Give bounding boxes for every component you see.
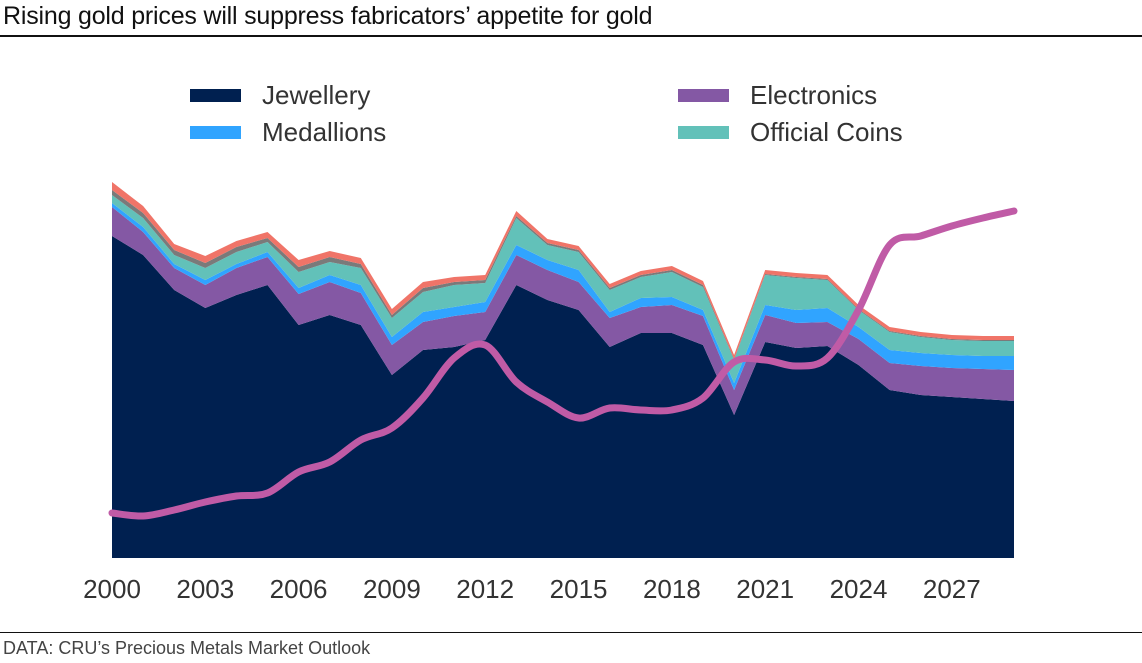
legend-item-electronics: Electronics [678,80,877,111]
x-tick-label: 2018 [643,574,701,604]
footer-divider [0,632,1142,633]
price-line-layer [108,207,1018,520]
chart-title: Rising gold prices will suppress fabrica… [3,2,653,30]
legend-swatch-jewellery [190,89,241,102]
x-tick-label: 2000 [83,574,141,604]
x-tick-label: 2009 [363,574,421,604]
x-axis-ticks: 2000 2003 2006 2009 2012 2015 2018 2021 2024 2027 [83,574,981,604]
legend-label-jewellery: Jewellery [262,80,371,110]
area-electronics [112,207,1014,415]
area-jewellery [112,236,1014,558]
legend-item-official-coins: Official Coins [678,117,903,148]
x-tick-label: 2015 [550,574,608,604]
legend-swatch-official-coins [678,126,729,139]
x-tick-label: 2012 [456,574,514,604]
gold-price-line [108,207,1018,520]
legend-item-jewellery: Jewellery [190,80,370,111]
legend-label-official-coins: Official Coins [750,117,903,147]
x-tick-label: 2006 [270,574,328,604]
x-tick-label: 2024 [830,574,888,604]
area-official-coins [112,195,1014,383]
x-tick-label: 2003 [176,574,234,604]
legend-label-electronics: Electronics [750,80,878,110]
x-tick-label: 2027 [923,574,981,604]
source-note: DATA: CRU’s Precious Metals Market Outlo… [3,638,371,658]
title-divider [0,35,1142,37]
legend-swatch-electronics [678,89,729,102]
area-layers [112,182,1014,558]
legend-swatch-medallions [190,126,241,139]
legend-label-medallions: Medallions [262,117,387,147]
legend-item-medallions: Medallions [190,117,386,148]
x-tick-label: 2021 [736,574,794,604]
